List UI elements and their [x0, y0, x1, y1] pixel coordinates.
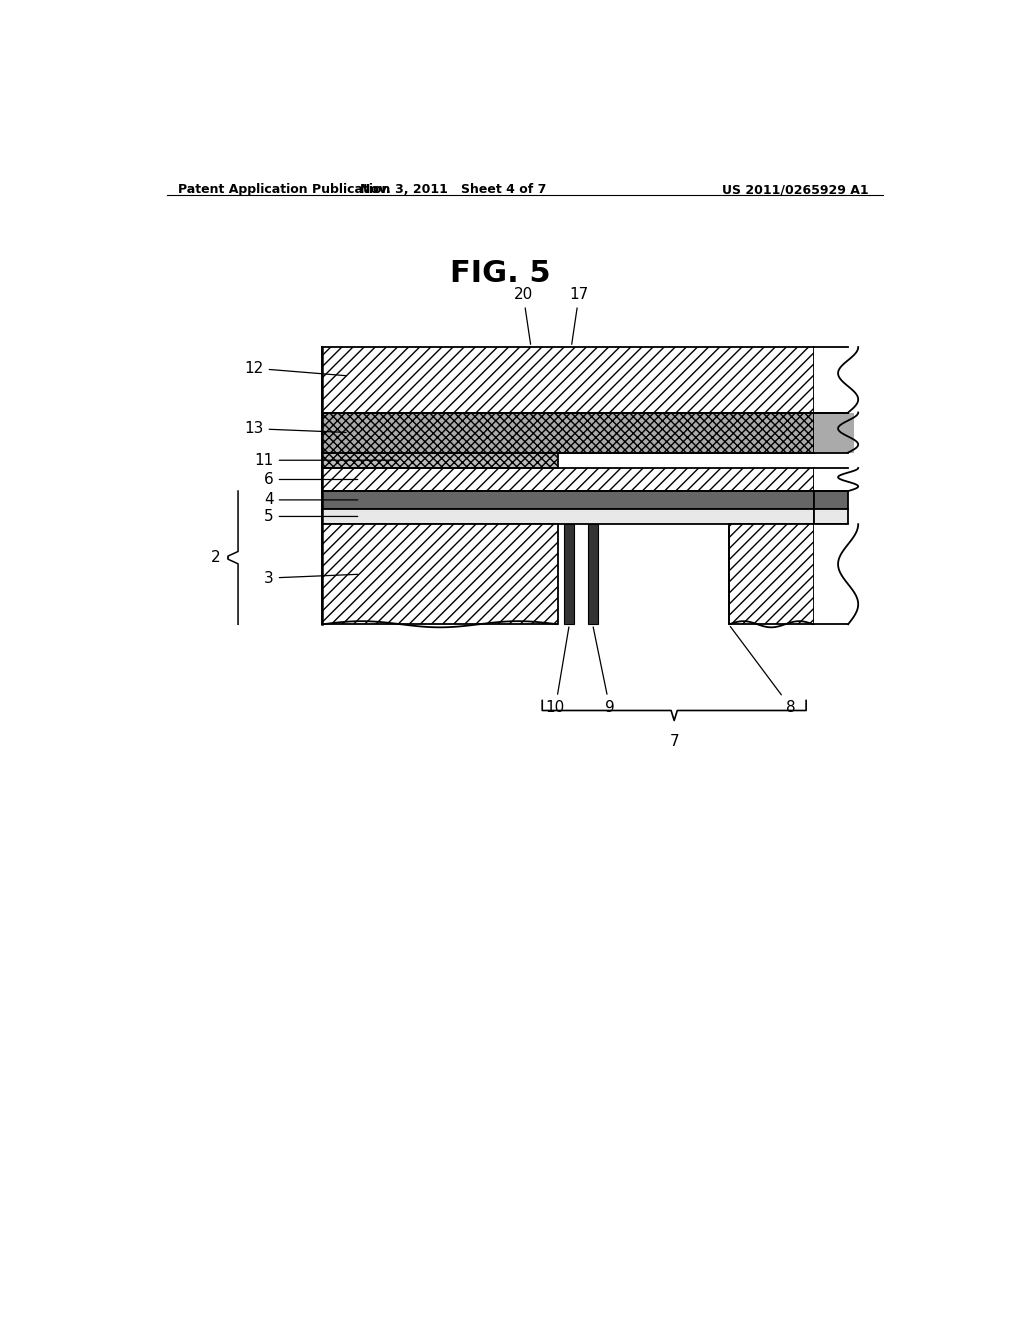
Bar — [814, 347, 854, 413]
Text: 12: 12 — [245, 360, 346, 376]
Text: 5: 5 — [264, 510, 357, 524]
Text: 7: 7 — [670, 734, 679, 750]
Bar — [322, 491, 814, 508]
Bar — [814, 469, 854, 491]
Text: Patent Application Publication: Patent Application Publication — [178, 183, 391, 197]
Bar — [322, 524, 558, 624]
Bar — [729, 524, 814, 624]
Text: 8: 8 — [730, 627, 796, 714]
Text: US 2011/0265929 A1: US 2011/0265929 A1 — [722, 183, 868, 197]
Text: 4: 4 — [264, 492, 357, 507]
Bar — [322, 453, 558, 469]
Text: FIG. 5: FIG. 5 — [450, 259, 550, 288]
Bar — [814, 508, 848, 524]
Text: 20: 20 — [514, 288, 532, 345]
Text: 10: 10 — [546, 627, 569, 714]
Bar — [814, 413, 854, 453]
Text: 9: 9 — [593, 627, 614, 714]
Bar — [322, 413, 814, 453]
Bar — [564, 524, 574, 624]
Bar — [322, 508, 814, 524]
Text: 13: 13 — [245, 421, 346, 436]
Text: 11: 11 — [254, 453, 396, 467]
Text: 17: 17 — [569, 288, 589, 345]
Text: Nov. 3, 2011   Sheet 4 of 7: Nov. 3, 2011 Sheet 4 of 7 — [360, 183, 547, 197]
Bar — [588, 524, 598, 624]
Text: 2: 2 — [211, 550, 220, 565]
Text: 3: 3 — [264, 570, 357, 586]
Text: 6: 6 — [264, 473, 357, 487]
Bar — [322, 469, 814, 491]
Bar — [814, 491, 848, 508]
Bar — [322, 347, 814, 413]
Bar — [814, 524, 854, 624]
